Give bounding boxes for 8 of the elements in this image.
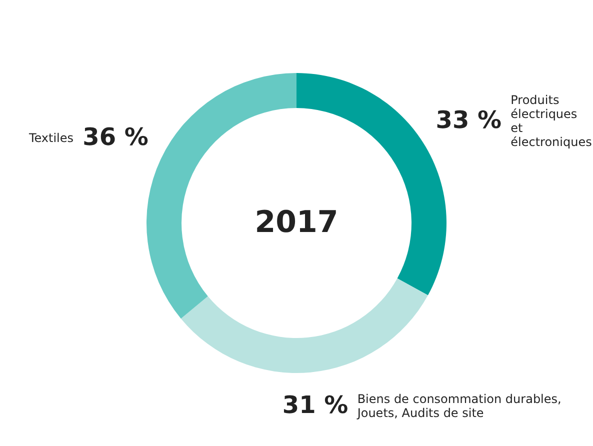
data-label: 33 % bbox=[436, 106, 502, 134]
slice-label: Biens de consommation durables, Jouets, Audits de site bbox=[356, 392, 562, 420]
text: 2017 bbox=[254, 205, 338, 240]
data-label: 36 % bbox=[82, 122, 148, 151]
donut-slice bbox=[180, 278, 428, 373]
data-label: 31 % bbox=[282, 391, 348, 419]
slice-label: Textiles bbox=[28, 130, 74, 145]
slice-label: Produits électriques et électroniques bbox=[510, 93, 592, 150]
